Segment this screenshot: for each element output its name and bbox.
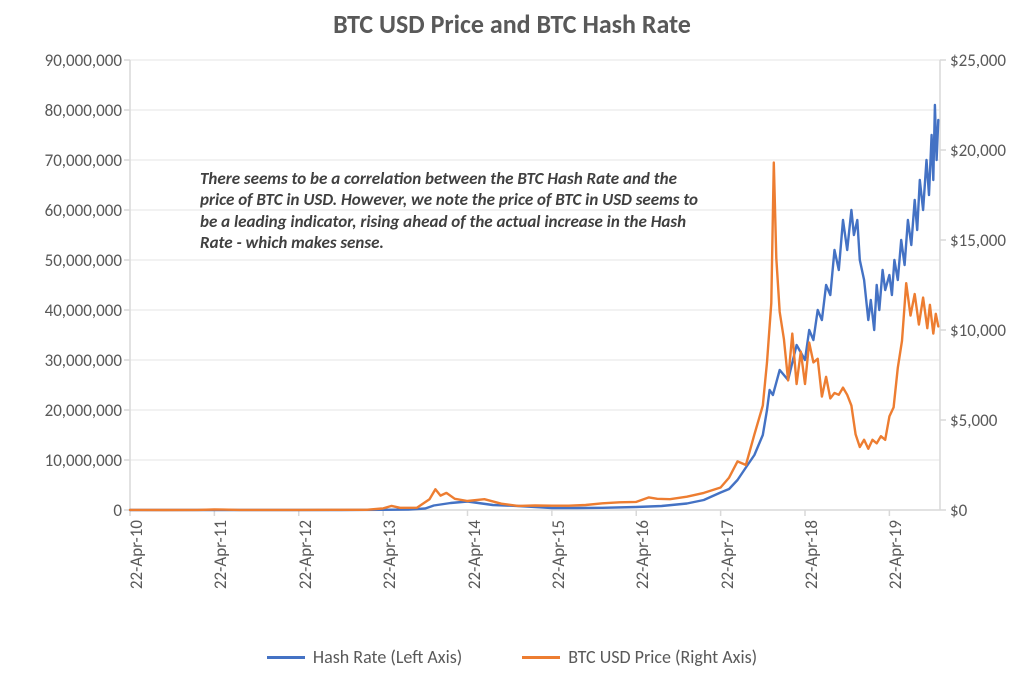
legend-item-btc-price: BTC USD Price (Right Axis) [522,646,757,668]
legend-label-hash-rate: Hash Rate (Left Axis) [313,646,462,668]
plot-area [0,0,1024,682]
legend: Hash Rate (Left Axis) BTC USD Price (Rig… [0,642,1024,669]
chart-container: BTC USD Price and BTC Hash Rate 010,000,… [0,0,1024,682]
legend-label-btc-price: BTC USD Price (Right Axis) [568,646,757,668]
legend-swatch-btc-price [522,656,560,659]
chart-annotation: There seems to be a correlation between … [200,168,700,253]
series-hash-rate [130,105,938,510]
legend-swatch-hash-rate [267,656,305,659]
legend-item-hash-rate: Hash Rate (Left Axis) [267,646,462,668]
